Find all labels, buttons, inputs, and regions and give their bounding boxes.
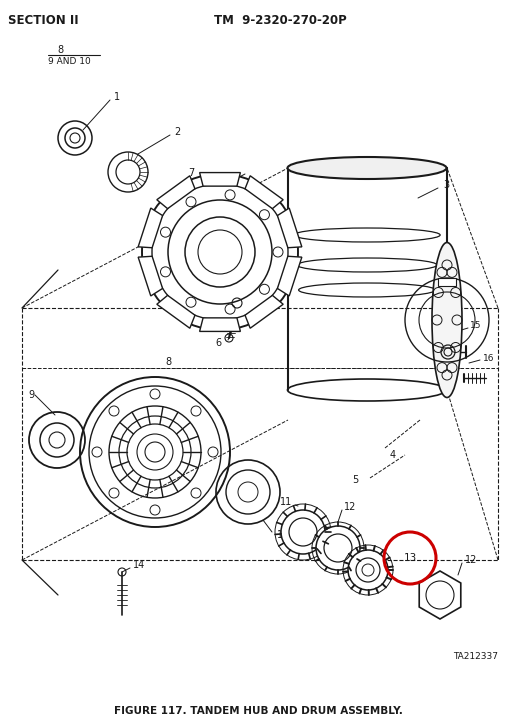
Circle shape [316,526,360,570]
Ellipse shape [287,157,447,179]
Text: 15: 15 [470,320,481,329]
Text: 9: 9 [28,390,34,400]
Text: 7: 7 [170,302,176,312]
Text: TM  9-2320-270-20P: TM 9-2320-270-20P [214,14,346,27]
Text: 16: 16 [483,354,494,362]
Polygon shape [157,295,195,328]
Polygon shape [419,571,461,619]
Text: FIGURE 117. TANDEM HUB AND DRUM ASSEMBLY.: FIGURE 117. TANDEM HUB AND DRUM ASSEMBLY… [114,706,402,716]
Circle shape [80,377,230,527]
Text: 2: 2 [174,127,180,137]
Polygon shape [157,175,195,209]
Polygon shape [278,208,302,248]
Text: 6: 6 [216,338,222,348]
Text: 7: 7 [188,168,194,178]
Text: 1: 1 [114,92,120,102]
Text: 9 AND 10: 9 AND 10 [48,57,91,65]
Polygon shape [200,318,240,331]
Polygon shape [438,278,456,286]
Text: 12: 12 [344,502,356,512]
Circle shape [348,550,388,590]
Text: 12: 12 [465,555,477,565]
Ellipse shape [432,242,462,397]
Text: 8: 8 [57,45,63,55]
Text: SECTION II: SECTION II [8,14,79,27]
Polygon shape [245,295,283,328]
Circle shape [281,510,325,554]
Polygon shape [245,175,283,209]
Polygon shape [200,173,240,186]
Text: 3: 3 [443,180,449,190]
Polygon shape [138,208,162,248]
Text: 11: 11 [280,497,292,507]
Text: 14: 14 [133,560,145,570]
Text: TA212337: TA212337 [453,652,498,661]
Text: 5: 5 [352,475,358,485]
Circle shape [142,174,298,330]
Text: 13: 13 [403,553,417,563]
Text: 10: 10 [277,530,289,540]
Polygon shape [138,256,162,296]
Polygon shape [278,256,302,296]
Text: 8: 8 [165,357,171,367]
Text: 4: 4 [390,450,396,460]
